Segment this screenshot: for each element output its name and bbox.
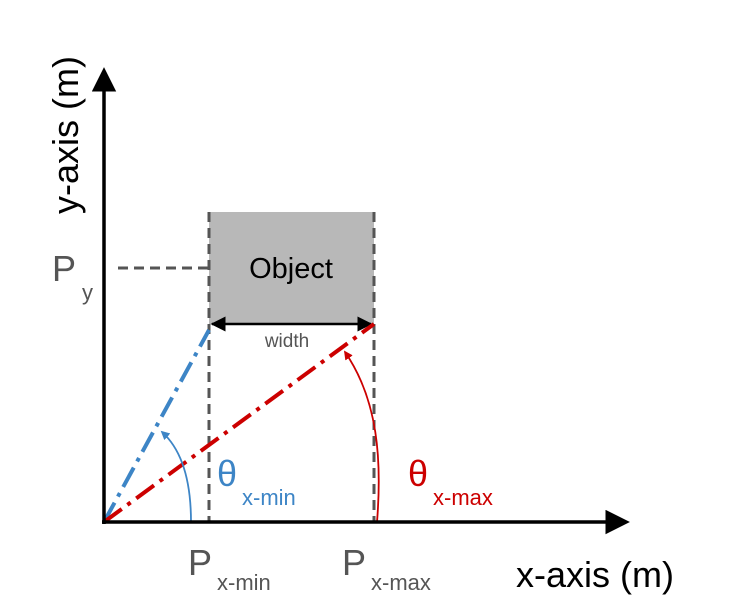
ray-xmax: [102, 322, 376, 524]
py-label: P: [52, 248, 76, 289]
object-box: [209, 212, 374, 324]
px-min-sub: x-min: [217, 570, 271, 595]
object-label: Object: [249, 253, 333, 285]
px-min-main: P: [188, 542, 212, 583]
theta-max-sub: x-max: [433, 485, 493, 510]
py-main: P: [52, 248, 76, 289]
x-axis-label: x-axis (m): [516, 554, 674, 595]
ray-xmin: [102, 329, 211, 523]
px-max-main: P: [342, 542, 366, 583]
theta-min-sub: x-min: [242, 485, 296, 510]
px-max-sub: x-max: [371, 570, 431, 595]
y-axis-label: y-axis (m): [45, 56, 86, 214]
angle-arc-xmin: [160, 430, 192, 523]
width-label: width: [264, 331, 309, 352]
theta-max-main: θ: [408, 453, 428, 494]
angle-arc-xmax: [343, 350, 380, 523]
theta-min-main: θ: [217, 453, 237, 494]
py-sub: y: [82, 280, 93, 305]
